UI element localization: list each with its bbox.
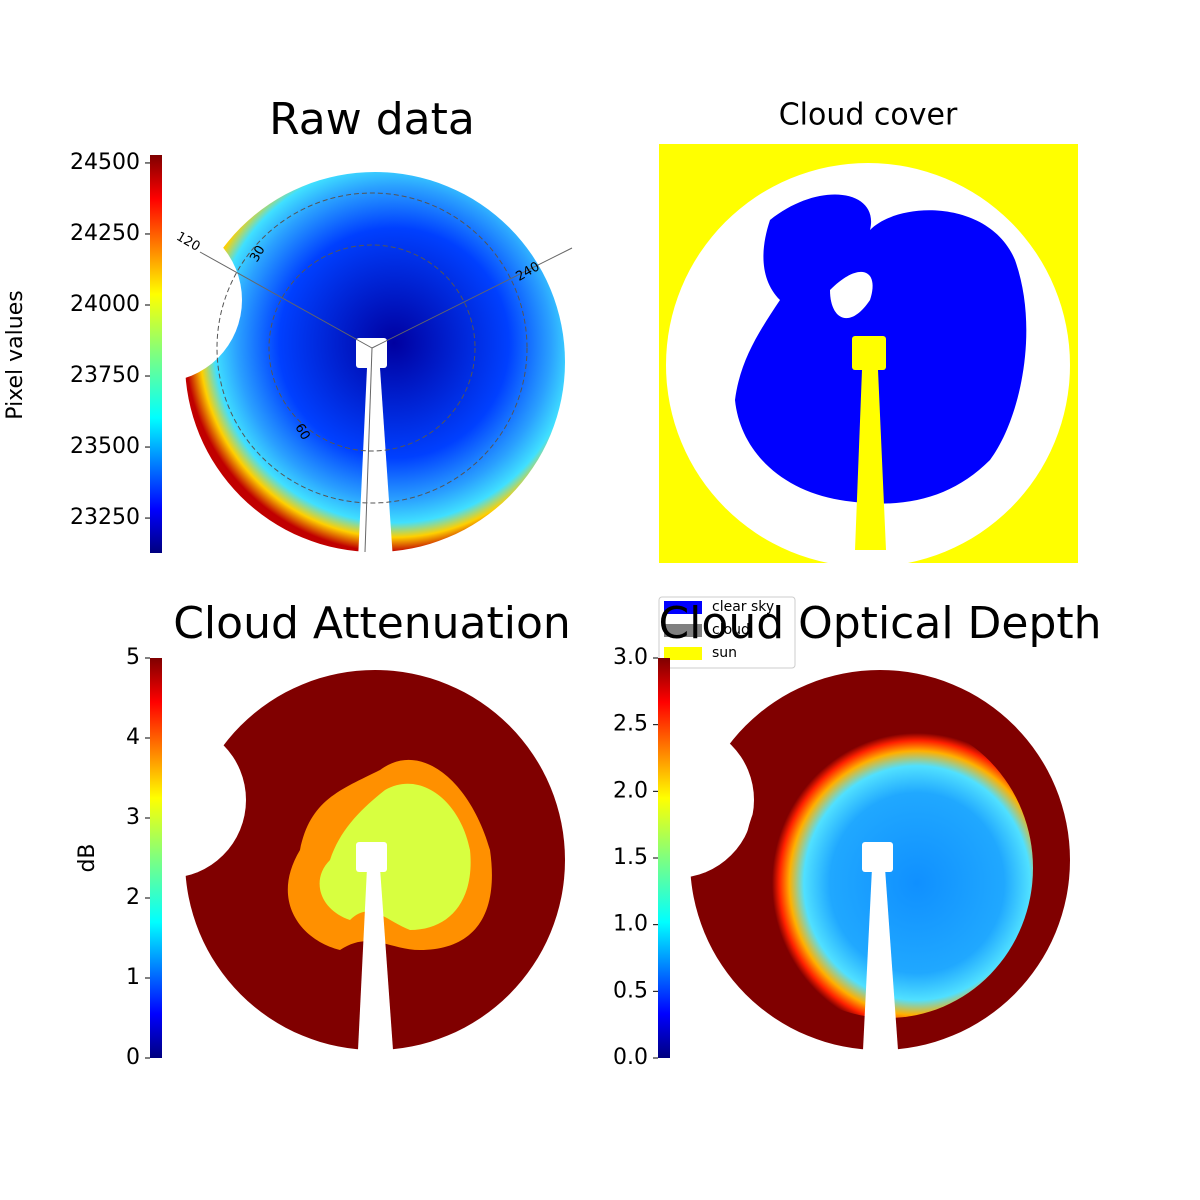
colorbar-tick-label: 23750	[70, 363, 140, 388]
legend-label: cloud	[712, 622, 750, 638]
polar-label: 30	[247, 243, 268, 265]
colorbar-tick-label: 3	[126, 805, 140, 830]
panel-title: Cloud Attenuation	[173, 598, 571, 649]
raw-image	[78, 172, 573, 560]
colorbar-tick-label: 1.5	[613, 845, 648, 870]
colorbar-tick-label: 0.0	[613, 1045, 648, 1070]
colorbar	[150, 658, 162, 1058]
cloud-cover-image	[658, 144, 1078, 669]
colorbar-tick-label: 23500	[70, 434, 140, 459]
colorbar	[150, 155, 162, 553]
attenuation-image	[90, 670, 565, 1050]
legend-label: clear sky	[712, 599, 774, 615]
colorbar-tick-label: 1	[126, 965, 140, 990]
colorbar-tick-label: 0.5	[613, 978, 648, 1003]
colorbar	[658, 658, 670, 1058]
polar-label: 60	[291, 421, 312, 443]
colorbar-tick-label: 0	[126, 1045, 140, 1070]
colorbar-label: dB	[75, 843, 100, 872]
colorbar-tick-label: 3.0	[613, 645, 648, 670]
colorbar-tick-label: 2	[126, 885, 140, 910]
optical-depth-image	[598, 670, 1070, 1050]
panel-title: Cloud Optical Depth	[658, 598, 1101, 649]
legend-swatch	[664, 601, 702, 614]
legend-swatch	[664, 624, 702, 637]
colorbar-tick-label: 5	[126, 645, 140, 670]
colorbar-tick-label: 24000	[70, 292, 140, 317]
panel-title: Raw data	[269, 94, 475, 145]
colorbar-tick-label: 4	[126, 725, 140, 750]
colorbar-tick-label: 24250	[70, 221, 140, 246]
colorbar-tick-label: 24500	[70, 150, 140, 175]
legend-swatch	[664, 647, 702, 660]
colorbar-label: Pixel values	[3, 290, 28, 419]
colorbar-tick-label: 2.5	[613, 712, 648, 737]
legend-label: sun	[712, 645, 737, 661]
colorbar-tick-label: 2.0	[613, 778, 648, 803]
panel-title: Cloud cover	[779, 98, 958, 133]
colorbar-tick-label: 1.0	[613, 912, 648, 937]
colorbar-tick-label: 23250	[70, 505, 140, 530]
